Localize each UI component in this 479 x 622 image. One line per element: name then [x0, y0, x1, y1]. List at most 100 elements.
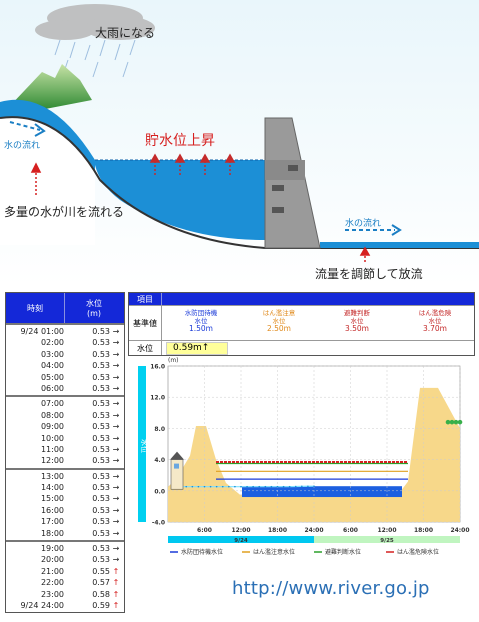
level-value: 1.50m — [188, 324, 213, 333]
level-standard: はん濫危険 水位 3.70m — [396, 306, 474, 340]
row-time: 09:00 — [40, 422, 64, 432]
row-time: 19:00 — [40, 544, 64, 554]
row-time: 12:00 — [40, 456, 64, 466]
series-point — [258, 485, 261, 488]
level-standard: 避難判断 水位 3.50m — [318, 306, 396, 340]
row-time: 17:00 — [40, 517, 64, 527]
row-time: 02:00 — [40, 338, 64, 348]
trend-arrow-icon: → — [112, 410, 120, 420]
series-point — [270, 485, 273, 488]
river-flow-left-label: 水の流れ — [4, 141, 41, 151]
trend-arrow-icon: → — [112, 422, 120, 432]
level-sub: 水位 — [194, 317, 208, 325]
table-row: 06:00 0.53 → — [6, 383, 124, 394]
legend-label: 避難判断水位 — [325, 548, 361, 556]
current-level-value: 0.59m↑ — [166, 342, 228, 355]
series-point — [246, 485, 248, 488]
table-group: 9/24 01:00 0.53 → 02:00 0.53 → 03:00 0.53 → 04:00… — [6, 323, 124, 395]
row-level: 0.53 — [92, 410, 110, 420]
level-standard: はん濫注意 水位 2.50m — [240, 306, 318, 340]
row-level: 0.53 — [92, 361, 110, 371]
series-point — [307, 485, 309, 488]
y-tick-label: -4.0 — [152, 520, 165, 527]
row-time: 20:00 — [40, 555, 64, 565]
level-value: 3.50m — [344, 324, 369, 333]
table-row: 9/24 24:00 0.59 ↑ — [6, 600, 124, 611]
x-tick-label: 18:00 — [414, 527, 433, 534]
row-time: 16:00 — [40, 505, 64, 515]
level-name: はん濫注意 — [262, 309, 296, 317]
series-point — [215, 485, 218, 488]
series-point — [252, 485, 254, 488]
row-time: 07:00 — [40, 399, 64, 409]
series-point — [240, 485, 242, 488]
trend-arrow-icon: → — [112, 372, 120, 382]
mountain-icon — [8, 64, 92, 110]
table-row: 16:00 0.53 → — [6, 505, 124, 516]
row-level: 0.53 — [92, 456, 110, 466]
level-value: 3.70m — [422, 324, 447, 333]
flood-arrow-icon — [30, 162, 42, 195]
row-level: 0.53 — [92, 505, 110, 515]
reservoir-rise-label: 貯水位上昇 — [145, 133, 215, 149]
day-label: 9/25 — [380, 538, 394, 544]
y-tick-label: 12.0 — [150, 395, 165, 402]
much-water-label: 多量の水が川を流れる — [4, 205, 125, 219]
rain-cloud-icon — [35, 4, 155, 40]
row-level: 0.57 — [92, 578, 110, 588]
legend-label: はん濫注意水位 — [253, 548, 295, 556]
standard-info-table: 項目 基準値 水防団待機 水位 1.50m はん濫注意 水位 2.50m 避難判断 水位 3.5… — [128, 292, 475, 356]
series-point — [282, 485, 285, 488]
x-tick-label: 6:00 — [197, 527, 212, 534]
table-row: 23:00 0.58 ↑ — [6, 589, 124, 600]
table-row: 04:00 0.53 → — [6, 360, 124, 371]
trend-arrow-icon: → — [112, 483, 120, 493]
row-level: 0.58 — [92, 589, 110, 599]
levels-row: 水防団待機 水位 1.50m はん濫注意 水位 2.50m 避難判断 水位 3.50m はん濫危険… — [162, 306, 474, 340]
trend-arrow-icon: → — [112, 338, 120, 348]
table-row: 15:00 0.53 → — [6, 493, 124, 504]
level-standard: 水防団待機 水位 1.50m — [162, 306, 240, 340]
tree-icon — [449, 419, 455, 425]
row-time: 06:00 — [40, 383, 64, 393]
website-url[interactable]: http://www.river.go.jp — [232, 578, 430, 599]
series-point — [288, 485, 291, 488]
table-row: 21:00 0.55 ↑ — [6, 566, 124, 577]
table-row: 05:00 0.53 → — [6, 372, 124, 383]
table-header: 時刻 水位 (m) — [6, 293, 124, 323]
table-body: 9/24 01:00 0.53 → 02:00 0.53 → 03:00 0.53 → 04:00… — [6, 323, 124, 612]
row-time: 08:00 — [40, 410, 64, 420]
row-level: 0.53 — [92, 338, 110, 348]
row-level: 0.53 — [92, 483, 110, 493]
trend-arrow-icon: → — [112, 517, 120, 527]
row-time: 04:00 — [40, 361, 64, 371]
series-point — [197, 485, 200, 488]
trend-arrow-icon: → — [112, 528, 120, 538]
y-unit-label: (m) — [168, 357, 179, 364]
trend-arrow-icon: ↑ — [112, 589, 120, 599]
trend-arrow-icon: → — [112, 555, 120, 565]
y-tick-label: 16.0 — [150, 364, 165, 371]
table-row: 18:00 0.53 → — [6, 528, 124, 539]
level-sub: 水位 — [272, 317, 286, 325]
trend-arrow-icon: → — [112, 399, 120, 409]
trend-arrow-icon: → — [112, 456, 120, 466]
row-level: 0.53 — [92, 327, 110, 336]
table-row: 22:00 0.57 ↑ — [6, 577, 124, 588]
row-level: 0.59 — [92, 600, 110, 610]
y-tick-label: 4.0 — [154, 457, 165, 464]
series-point — [185, 485, 188, 488]
tree-icon — [445, 419, 451, 425]
row-level: 0.55 — [92, 566, 110, 576]
table-row: 9/24 01:00 0.53 → — [6, 326, 124, 337]
table-row: 13:00 0.53 → — [6, 471, 124, 482]
table-row: 09:00 0.53 → — [6, 421, 124, 432]
row-time: 03:00 — [40, 349, 64, 359]
row-level: 0.53 — [92, 349, 110, 359]
table-row: 10:00 0.53 → — [6, 433, 124, 444]
row-level: 0.53 — [92, 422, 110, 432]
dam-illustration — [0, 0, 479, 285]
col-level-label: 水位 — [86, 299, 102, 308]
row-time: 9/24 01:00 — [20, 327, 64, 336]
x-tick-label: 24:00 — [450, 527, 469, 534]
